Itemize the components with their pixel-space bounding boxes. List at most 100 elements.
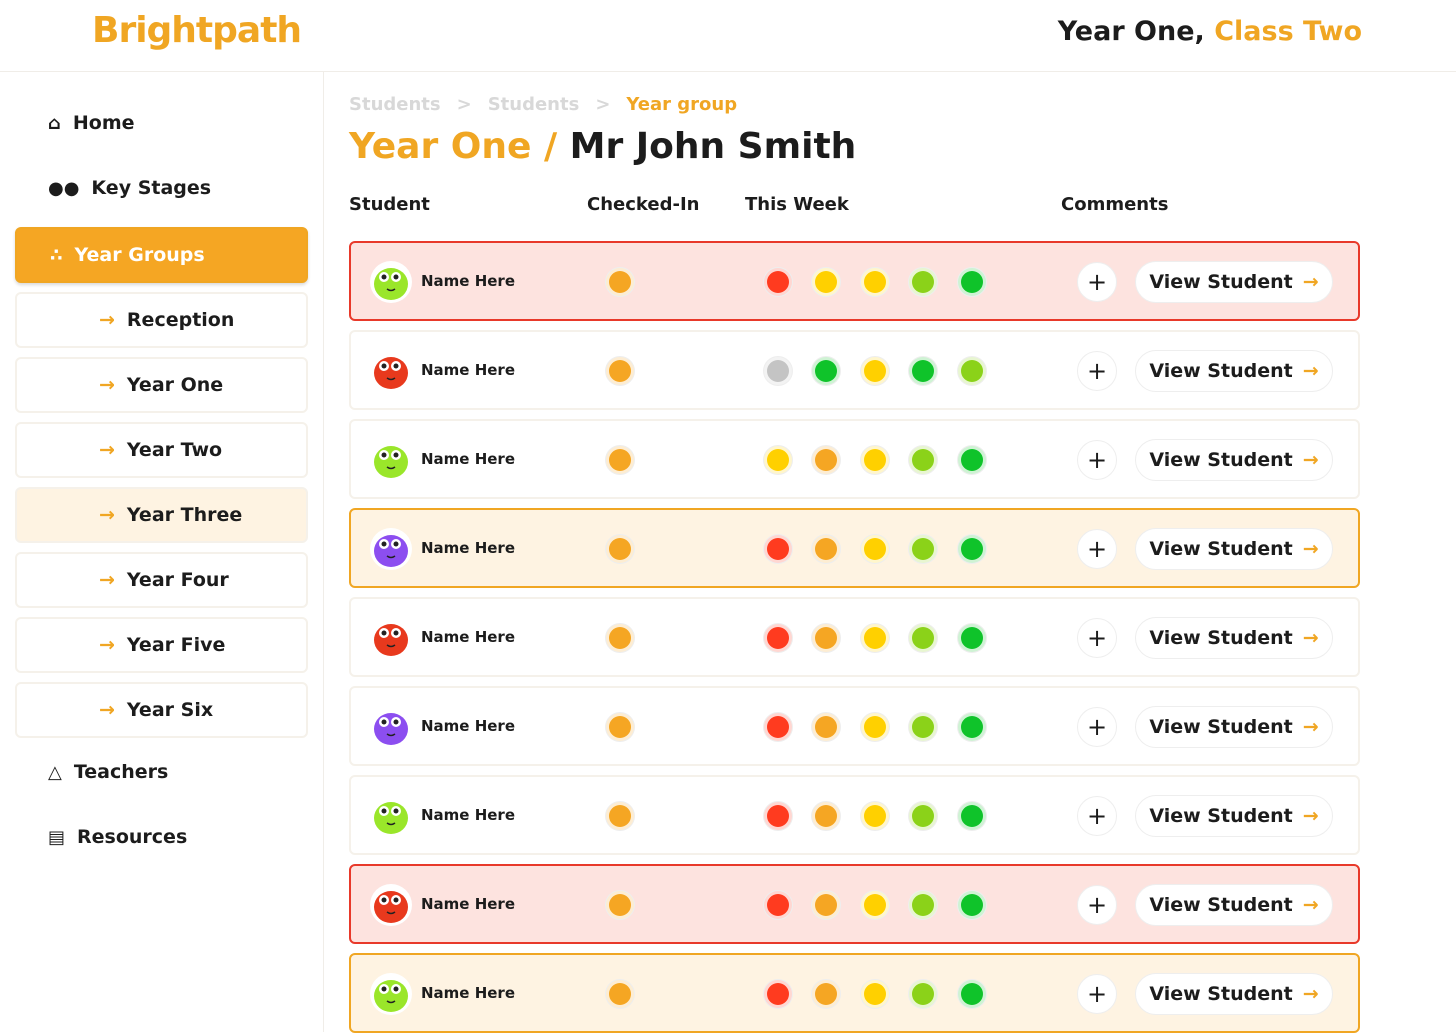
nav-label: Key Stages [91, 177, 212, 199]
view-student-button[interactable]: View Student → [1135, 261, 1333, 303]
week-dot [812, 802, 840, 830]
student-name: Name Here [421, 361, 515, 379]
add-comment-button[interactable]: + [1077, 529, 1117, 569]
sub-nav-item[interactable]: → Year Three [15, 487, 308, 543]
logo[interactable]: Brightpath [92, 10, 302, 51]
view-student-button[interactable]: View Student → [1135, 528, 1333, 570]
week-dot [909, 446, 937, 474]
nav-label: Home [72, 112, 135, 134]
avatar [369, 260, 413, 308]
avatar [369, 349, 413, 397]
arrow-icon: → [99, 374, 115, 396]
view-student-button[interactable]: View Student → [1135, 439, 1333, 481]
arrow-icon: → [1302, 805, 1319, 827]
arrow-icon: → [1302, 538, 1319, 560]
column-header: Student [349, 194, 430, 215]
week-dot [958, 802, 986, 830]
week-dot [861, 446, 889, 474]
avatar [369, 527, 413, 575]
sub-nav-item[interactable]: → Year Four [15, 552, 308, 608]
nav-label: Year Six [126, 699, 214, 721]
nav-label: Year Five [126, 634, 226, 656]
view-student-button[interactable]: View Student → [1135, 795, 1333, 837]
sub-nav-item[interactable]: → Year Two [15, 422, 308, 478]
breadcrumb-separator: > [595, 94, 611, 115]
nav-item[interactable]: ⌂ Home [48, 112, 135, 134]
add-comment-button[interactable]: + [1077, 974, 1117, 1014]
avatar [369, 616, 413, 664]
view-student-button[interactable]: View Student → [1135, 884, 1333, 926]
week-dot [909, 891, 937, 919]
add-comment-button[interactable]: + [1077, 440, 1117, 480]
student-name: Name Here [421, 272, 515, 290]
student-row: Name Here + View Student → [349, 419, 1360, 499]
page-title: Year One / Mr John Smith [349, 126, 856, 167]
nav-item[interactable]: △ Teachers [48, 761, 168, 783]
add-comment-button[interactable]: + [1077, 885, 1117, 925]
nav-label: Year One [126, 374, 224, 396]
breadcrumb-item[interactable]: Students [349, 94, 441, 115]
add-comment-button[interactable]: + [1077, 618, 1117, 658]
arrow-icon: → [99, 309, 115, 331]
avatar [369, 883, 413, 931]
checked-in-dot [606, 446, 634, 474]
nav-item-active[interactable]: ∴ Year Groups [15, 227, 308, 283]
sub-nav-item[interactable]: → Reception [15, 292, 308, 348]
nav-icon: ∴ [50, 244, 63, 266]
week-dot [958, 446, 986, 474]
avatar-icon [370, 973, 412, 1015]
arrow-icon: → [99, 634, 115, 656]
sub-nav-item[interactable]: → Year Six [15, 682, 308, 738]
student-row: Name Here + View Student → [349, 508, 1360, 588]
week-dot [764, 891, 792, 919]
week-dot [764, 713, 792, 741]
arrow-icon: → [99, 504, 115, 526]
view-student-button[interactable]: View Student → [1135, 350, 1333, 392]
breadcrumb-item[interactable]: Students [487, 94, 580, 115]
week-dot [958, 268, 986, 296]
nav-item[interactable]: ●● Key Stages [48, 177, 211, 199]
avatar-icon [370, 706, 412, 748]
add-comment-button[interactable]: + [1077, 351, 1117, 391]
week-dot [764, 535, 792, 563]
student-row: Name Here + View Student → [349, 953, 1360, 1033]
nav-icon: ⌂ [48, 112, 61, 134]
add-comment-button[interactable]: + [1077, 796, 1117, 836]
nav-label: Year Three [126, 504, 243, 526]
avatar-icon [370, 439, 412, 481]
arrow-icon: → [1302, 360, 1319, 382]
avatar-icon [370, 884, 412, 926]
view-student-button[interactable]: View Student → [1135, 617, 1333, 659]
add-comment-button[interactable]: + [1077, 262, 1117, 302]
student-name: Name Here [421, 450, 515, 468]
sub-nav-item[interactable]: → Year Five [15, 617, 308, 673]
week-dot [861, 891, 889, 919]
class-title: Year One, Class Two [1058, 16, 1362, 47]
button-label: View Student [1149, 360, 1293, 382]
button-label: View Student [1149, 894, 1293, 916]
checked-in-dot [606, 802, 634, 830]
view-student-button[interactable]: View Student → [1135, 973, 1333, 1015]
student-row: Name Here + View Student → [349, 330, 1360, 410]
arrow-icon: → [1302, 983, 1319, 1005]
breadcrumb-item[interactable]: Year group [626, 94, 738, 115]
class-name: Class Two [1214, 16, 1362, 47]
view-student-button[interactable]: View Student → [1135, 706, 1333, 748]
student-row: Name Here + View Student → [349, 241, 1360, 321]
checked-in-dot [606, 624, 634, 652]
sub-nav-item[interactable]: → Year One [15, 357, 308, 413]
student-name: Name Here [421, 984, 515, 1002]
column-header: Checked-In [587, 194, 700, 215]
nav-item[interactable]: ▤ Resources [48, 826, 187, 848]
student-row: Name Here + View Student → [349, 686, 1360, 766]
student-name: Name Here [421, 895, 515, 913]
week-dot [909, 535, 937, 563]
student-row: Name Here + View Student → [349, 864, 1360, 944]
avatar-icon [370, 617, 412, 659]
week-dot [861, 713, 889, 741]
checked-in-dot [606, 980, 634, 1008]
week-dot [764, 624, 792, 652]
week-dot [812, 891, 840, 919]
column-header: This Week [745, 194, 849, 215]
add-comment-button[interactable]: + [1077, 707, 1117, 747]
